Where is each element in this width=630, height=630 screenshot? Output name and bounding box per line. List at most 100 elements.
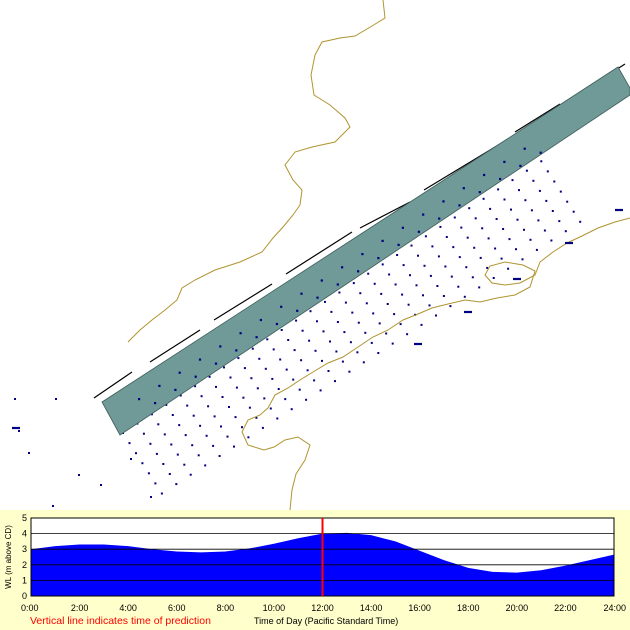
- current-vector: [320, 279, 323, 282]
- current-vector: [285, 368, 288, 371]
- current-vector: [256, 387, 259, 390]
- current-vector: [215, 385, 217, 388]
- tide-chart: 0 1 2 3 4 5 0:00 2:00 4:00 6:00 8:00 10:00 12:00 14:…: [4, 513, 626, 613]
- current-vector: [301, 329, 304, 332]
- current-vector: [319, 389, 322, 392]
- current-vector: [336, 283, 339, 286]
- current-vector: [198, 358, 202, 361]
- current-vector: [362, 361, 365, 364]
- current-vector: [264, 367, 267, 370]
- current-vector: [515, 248, 517, 251]
- current-vector: [208, 375, 211, 378]
- current-vector: [445, 236, 448, 238]
- current-vector: [18, 430, 20, 432]
- current-vector: [155, 452, 158, 455]
- current-vector: [474, 217, 477, 220]
- current-vector: [553, 180, 556, 183]
- current-vector: [191, 444, 194, 447]
- current-vector: [316, 296, 319, 299]
- current-vector: [296, 309, 299, 312]
- current-vector: [449, 305, 452, 308]
- current-vector: [178, 371, 181, 374]
- current-vector: [174, 388, 177, 391]
- current-vector: [372, 312, 375, 315]
- current-vector: [546, 170, 549, 173]
- current-vector: [251, 347, 254, 350]
- current-vector: [356, 351, 359, 354]
- current-vector: [321, 359, 323, 362]
- current-vector: [410, 244, 413, 247]
- current-vector: [184, 434, 187, 437]
- current-vector: [482, 197, 485, 200]
- current-vector: [487, 237, 490, 240]
- bank-line-segment: [93, 371, 133, 399]
- current-vector: [529, 238, 532, 241]
- current-vector: [226, 435, 229, 438]
- current-vector: [428, 304, 431, 307]
- current-vector: [486, 266, 489, 269]
- current-vector: [361, 253, 364, 256]
- current-vector: [394, 283, 397, 286]
- current-vector: [336, 321, 339, 323]
- current-vector: [176, 453, 179, 456]
- current-vector: [165, 403, 168, 406]
- x-tick-label: 22:00: [554, 603, 577, 613]
- current-vector: [263, 397, 266, 400]
- current-vector: [359, 292, 362, 295]
- current-vector: [524, 199, 527, 202]
- current-vector: [357, 270, 360, 273]
- current-vector: [334, 380, 336, 383]
- current-vector: [450, 275, 453, 278]
- current-vector: [420, 323, 423, 326]
- current-vector: [465, 266, 468, 269]
- current-vector: [370, 341, 373, 344]
- current-vector: [158, 384, 161, 387]
- x-tick-label: 14:00: [360, 603, 383, 613]
- current-vector: [535, 248, 538, 251]
- current-vector: [381, 263, 384, 266]
- current-vector: [367, 272, 370, 275]
- current-vector: [142, 432, 145, 435]
- current-vector: [309, 310, 312, 313]
- channel-bank-lines: [93, 63, 626, 399]
- current-vector: [306, 369, 309, 372]
- current-vector: [284, 398, 287, 401]
- current-vector: [255, 336, 258, 339]
- current-vector: [239, 332, 242, 335]
- current-vector: [352, 282, 355, 285]
- current-vector: [235, 349, 238, 352]
- current-vector: [293, 349, 296, 352]
- current-vector: [237, 357, 240, 360]
- current-vector: [349, 341, 352, 344]
- east-current-arrows: [12, 208, 623, 430]
- bank-line-segment: [149, 329, 201, 363]
- current-vector: [511, 179, 514, 182]
- current-vector: [186, 404, 189, 407]
- current-vector: [532, 179, 535, 182]
- current-vector: [393, 313, 396, 316]
- current-vector: [388, 273, 391, 276]
- current-vector: [348, 370, 351, 373]
- y-tick-label: 0: [22, 591, 27, 601]
- current-vector: [523, 228, 525, 231]
- current-vector: [255, 416, 258, 419]
- current-vector: [344, 301, 347, 304]
- current-vector: [199, 424, 202, 427]
- current-vector: [269, 407, 272, 410]
- current-vector: [313, 379, 316, 382]
- current-vector: [305, 398, 308, 401]
- current-vector: [409, 274, 411, 277]
- current-vector: [287, 339, 290, 341]
- x-tick-label: 16:00: [408, 603, 431, 613]
- current-vector: [377, 257, 380, 260]
- current-vector: [457, 285, 460, 288]
- current-vector: [277, 388, 280, 390]
- current-vector: [213, 415, 216, 418]
- current-vector: [415, 284, 418, 287]
- current-vector: [516, 218, 519, 221]
- current-vector: [439, 225, 442, 228]
- current-vector: [170, 443, 173, 446]
- tide-chart-panel: 0 1 2 3 4 5 0:00 2:00 4:00 6:00 8:00 10:00 12:00 14:…: [0, 510, 630, 630]
- current-vector: [453, 216, 456, 219]
- current-vector: [204, 464, 207, 467]
